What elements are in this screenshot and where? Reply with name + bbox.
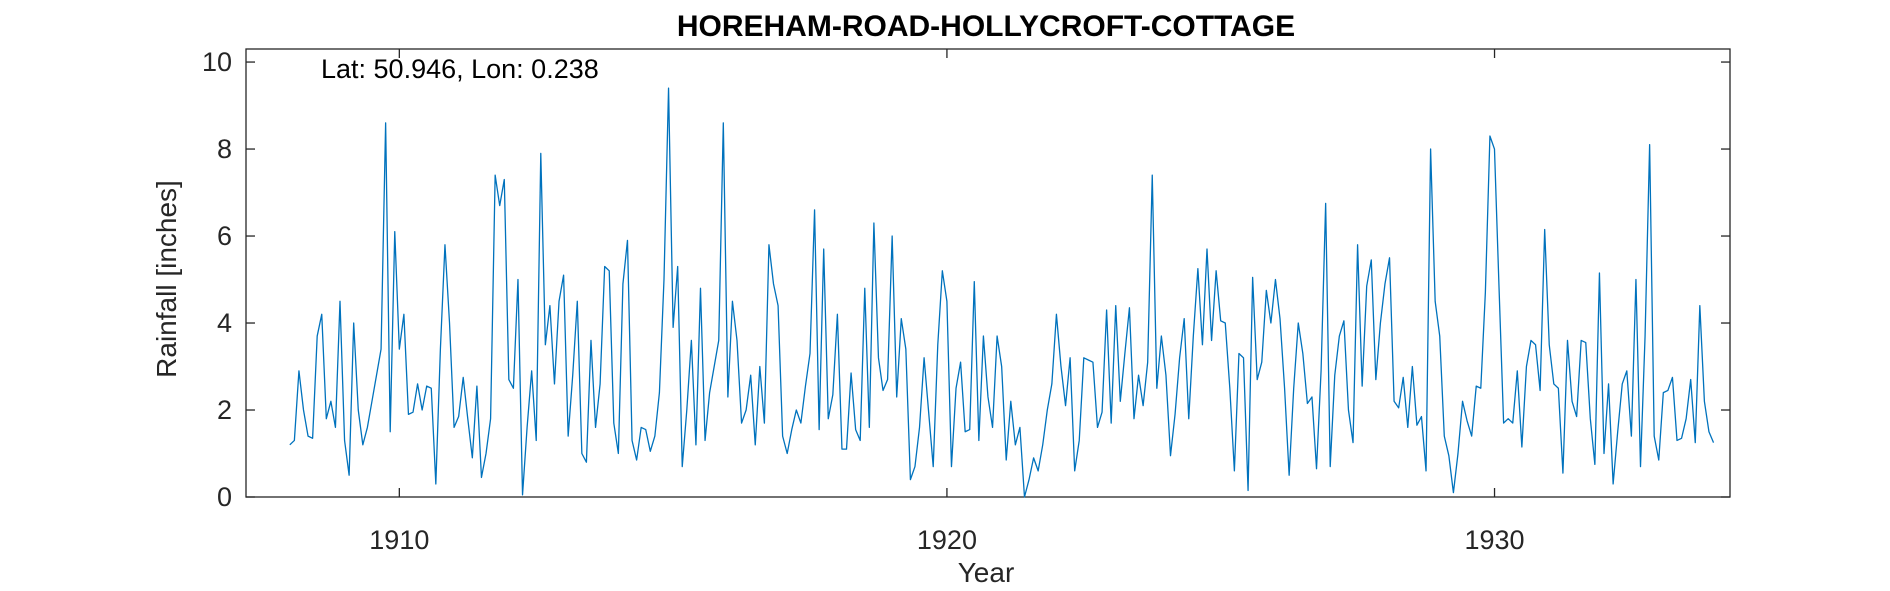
x-axis-label: Year <box>958 557 1015 588</box>
x-tick-label: 1920 <box>917 525 977 555</box>
y-tick-label: 6 <box>217 221 232 251</box>
y-tick-label: 4 <box>217 308 232 338</box>
chart-title: HOREHAM-ROAD-HOLLYCROFT-COTTAGE <box>677 10 1295 43</box>
location-annotation: Lat: 50.946, Lon: 0.238 <box>321 54 599 84</box>
series-layer <box>289 87 1715 498</box>
ticks-layer: 0 2 4 6 8 10 1910 1920 1930 <box>202 47 1730 555</box>
plot-frame <box>245 48 1731 498</box>
y-tick-label: 8 <box>217 134 232 164</box>
y-tick-label: 0 <box>217 482 232 512</box>
x-tick-label: 1910 <box>369 525 429 555</box>
plot-area-box <box>245 48 1731 498</box>
y-tick-label: 2 <box>217 395 232 425</box>
y-tick-label: 10 <box>202 47 232 77</box>
y-axis-label: Rainfall [inches] <box>151 180 182 378</box>
rainfall-series-line <box>289 87 1715 498</box>
x-tick-label: 1930 <box>1464 525 1524 555</box>
